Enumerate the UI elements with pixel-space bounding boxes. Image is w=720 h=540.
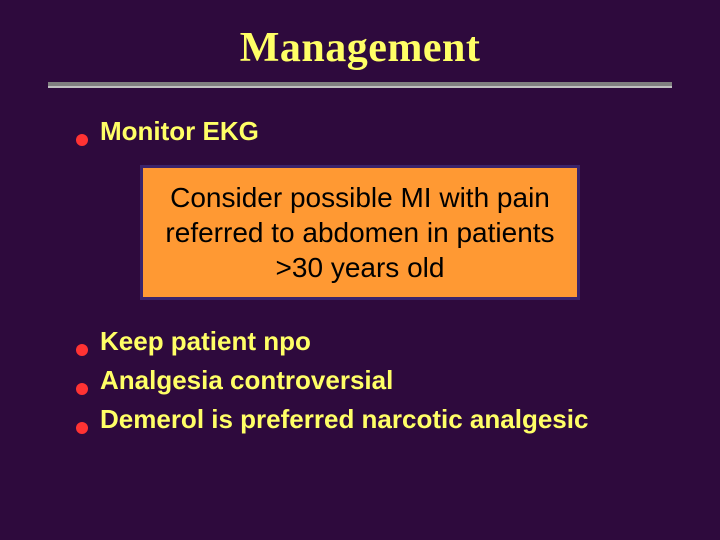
bullet-item: Monitor EKG xyxy=(76,116,644,147)
bullet-text: Keep patient npo xyxy=(100,326,311,357)
bullet-text: Monitor EKG xyxy=(100,116,259,147)
callout-container: Consider possible MI with pain referred … xyxy=(76,165,644,300)
callout-box: Consider possible MI with pain referred … xyxy=(140,165,580,300)
bullet-icon xyxy=(76,383,88,395)
bullet-icon xyxy=(76,422,88,434)
bullet-text: Analgesia controversial xyxy=(100,365,393,396)
bullet-item: Keep patient npo xyxy=(76,326,644,357)
bullet-icon xyxy=(76,344,88,356)
slide-title: Management xyxy=(48,24,672,72)
bullet-text: Demerol is preferred narcotic analgesic xyxy=(100,404,588,435)
slide-body: Monitor EKG Consider possible MI with pa… xyxy=(48,88,672,435)
bullet-icon xyxy=(76,134,88,146)
slide: Management Monitor EKG Consider possible… xyxy=(0,0,720,540)
bullet-item: Analgesia controversial xyxy=(76,365,644,396)
bullet-item: Demerol is preferred narcotic analgesic xyxy=(76,404,644,435)
